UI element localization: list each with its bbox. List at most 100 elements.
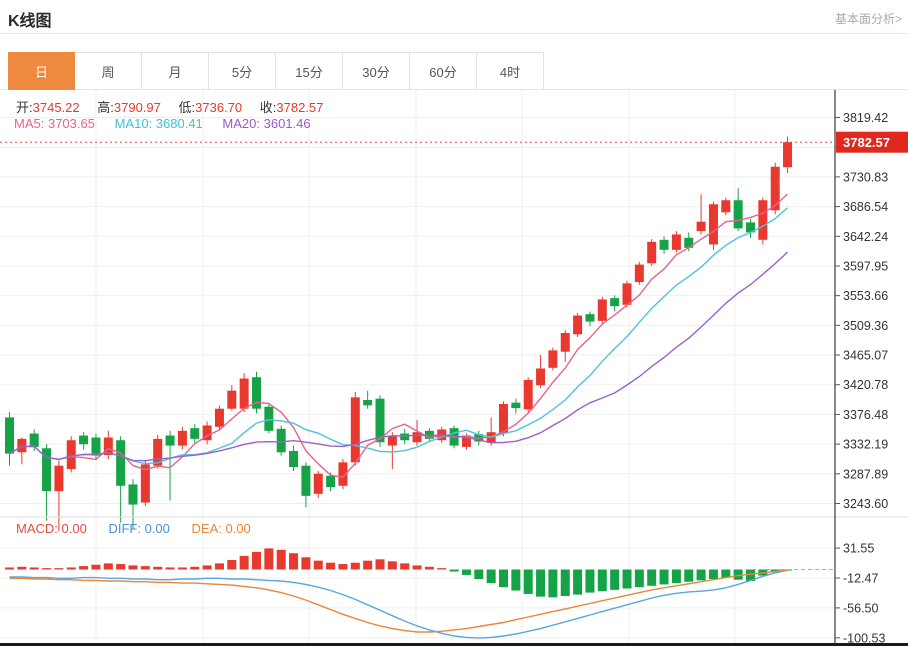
- candle-body: [128, 484, 138, 505]
- candle-body: [573, 315, 583, 335]
- tab-30分[interactable]: 30分: [343, 52, 410, 90]
- candle-body: [350, 397, 360, 463]
- macd-bar: [449, 569, 459, 572]
- macd-bar: [733, 569, 743, 580]
- candle-body: [66, 440, 76, 470]
- tab-日[interactable]: 日: [8, 52, 75, 90]
- low-value: 3736.70: [195, 100, 243, 115]
- ma5-line: [9, 193, 788, 478]
- ma10-line: [9, 207, 788, 465]
- candle-body: [461, 435, 471, 447]
- tab-月[interactable]: 月: [142, 52, 209, 90]
- tab-5分[interactable]: 5分: [209, 52, 276, 90]
- candle-body: [363, 399, 373, 406]
- candle-body: [758, 200, 768, 240]
- tab-15分[interactable]: 15分: [276, 52, 343, 90]
- candle-body: [17, 438, 27, 453]
- macd-bar: [313, 560, 323, 570]
- macd-tick-label: -12.47: [843, 572, 878, 586]
- candle-body: [696, 221, 706, 232]
- macd-bar: [128, 565, 138, 570]
- candle-body: [647, 241, 657, 264]
- close-value: 3782.57: [276, 100, 324, 115]
- candle-body: [103, 437, 113, 455]
- y-tick-label: 3686.54: [843, 200, 888, 214]
- candle-body: [116, 440, 126, 486]
- candle-body: [202, 425, 212, 441]
- low-label: 低:: [178, 100, 196, 115]
- macd-bar: [140, 566, 150, 570]
- ohlc-readout: 开:3745.22 高:3790.97 低:3736.70 收:3782.57: [16, 97, 337, 116]
- y-tick-label: 3642.24: [843, 230, 888, 244]
- candle-body: [585, 314, 595, 322]
- candle-body: [387, 435, 397, 446]
- candle-body: [412, 432, 422, 443]
- candle-body: [746, 222, 755, 233]
- macd-bar: [622, 569, 632, 589]
- dea-line: [9, 569, 788, 633]
- candle-body: [29, 433, 39, 447]
- macd-bar: [153, 566, 163, 570]
- ma-readout: MA5: 3703.65 MA10: 3680.41 MA20: 3601.46: [14, 116, 311, 131]
- macd-bar: [177, 567, 187, 570]
- candle-body: [708, 204, 718, 245]
- y-tick-label: 3243.60: [843, 497, 888, 511]
- macd-bar: [585, 569, 595, 593]
- macd-bar: [424, 566, 434, 570]
- candle-body: [276, 428, 286, 453]
- open-value: 3745.22: [32, 100, 80, 115]
- candle-body: [54, 465, 64, 492]
- candle-body: [560, 332, 570, 352]
- candle-body: [79, 435, 89, 445]
- macd-bar: [276, 549, 286, 570]
- fundamental-analysis-link[interactable]: 基本面分析>: [834, 12, 902, 26]
- tab-4时[interactable]: 4时: [477, 52, 544, 90]
- candle-body: [190, 428, 200, 439]
- macd-bar: [474, 569, 484, 580]
- macd-bar: [116, 564, 126, 570]
- macd-bar: [597, 569, 607, 592]
- dea-value: DEA: 0.00: [191, 521, 251, 536]
- macd-bar: [746, 569, 755, 582]
- close-label: 收:: [259, 100, 277, 115]
- candle-body: [375, 398, 385, 443]
- macd-bar: [573, 569, 583, 595]
- page-title: K线图: [8, 13, 52, 30]
- macd-bar: [375, 559, 385, 570]
- macd-bar: [190, 566, 200, 570]
- candle-body: [338, 462, 348, 486]
- candle-body: [177, 430, 187, 446]
- macd-tick-label: -100.53: [843, 631, 885, 645]
- candle-body: [622, 283, 632, 305]
- candle-body: [5, 417, 14, 454]
- macd-bar: [437, 568, 447, 570]
- tab-60分[interactable]: 60分: [410, 52, 477, 90]
- macd-bar: [29, 567, 39, 570]
- candle-body: [264, 406, 274, 431]
- macd-bar: [400, 563, 410, 570]
- page-header: K线图 基本面分析>: [0, 0, 908, 34]
- candle-body: [153, 438, 163, 466]
- ma20-line: [9, 251, 788, 462]
- y-tick-label: 3420.78: [843, 378, 888, 392]
- macd-value: MACD: 0.00: [16, 521, 87, 536]
- macd-bar: [264, 548, 274, 570]
- macd-bar: [647, 569, 657, 586]
- y-tick-label: 3376.48: [843, 408, 888, 422]
- macd-bar: [326, 562, 336, 570]
- macd-bar: [103, 563, 113, 570]
- y-tick-label: 3465.07: [843, 349, 888, 363]
- y-tick-label: 3287.89: [843, 467, 888, 481]
- high-value: 3790.97: [113, 100, 161, 115]
- macd-bar: [338, 564, 348, 570]
- macd-bar: [708, 569, 718, 580]
- tab-周[interactable]: 周: [75, 52, 142, 90]
- macd-bar: [350, 562, 360, 570]
- macd-bar: [387, 561, 397, 570]
- high-label: 高:: [97, 100, 114, 115]
- candle-body: [165, 435, 175, 446]
- macd-bar: [252, 551, 261, 570]
- macd-bar: [91, 564, 101, 570]
- y-tick-label: 3332.19: [843, 438, 888, 452]
